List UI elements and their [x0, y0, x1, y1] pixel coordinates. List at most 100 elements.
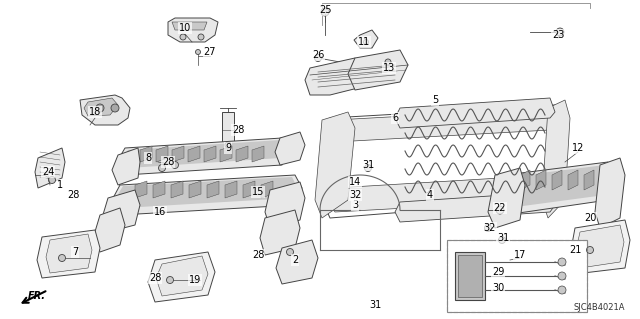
Text: 26: 26 [312, 50, 324, 60]
Polygon shape [172, 146, 184, 162]
Circle shape [166, 277, 173, 284]
Text: 3: 3 [352, 200, 358, 210]
Text: 4: 4 [427, 190, 433, 200]
Polygon shape [84, 98, 118, 116]
Polygon shape [148, 252, 215, 302]
Circle shape [58, 255, 65, 262]
Polygon shape [243, 181, 255, 198]
Text: 16: 16 [154, 207, 166, 217]
Circle shape [365, 165, 371, 172]
Text: SJC4B4021A: SJC4B4021A [573, 303, 625, 312]
Text: 8: 8 [145, 153, 151, 163]
Circle shape [49, 176, 56, 183]
Polygon shape [140, 146, 152, 162]
Circle shape [225, 142, 231, 148]
Circle shape [499, 236, 506, 243]
Text: 7: 7 [72, 247, 78, 257]
Text: 20: 20 [584, 213, 596, 223]
Circle shape [321, 8, 329, 16]
Polygon shape [153, 181, 165, 198]
Polygon shape [207, 181, 219, 198]
Polygon shape [328, 175, 556, 212]
Polygon shape [584, 170, 594, 190]
Polygon shape [102, 190, 140, 232]
Text: 28: 28 [252, 250, 264, 260]
Text: 29: 29 [492, 267, 504, 277]
Circle shape [180, 34, 186, 40]
Text: 19: 19 [189, 275, 201, 285]
Circle shape [586, 247, 593, 254]
Polygon shape [94, 208, 125, 252]
Polygon shape [595, 158, 625, 228]
Text: 28: 28 [232, 125, 244, 135]
Text: 18: 18 [89, 107, 101, 117]
Polygon shape [37, 230, 100, 278]
Text: 28: 28 [162, 157, 174, 167]
Polygon shape [225, 181, 237, 198]
Polygon shape [35, 148, 65, 188]
Bar [447, 240, 587, 312]
Circle shape [558, 286, 566, 294]
Polygon shape [156, 256, 208, 296]
Text: 5: 5 [432, 95, 438, 105]
Circle shape [484, 225, 492, 232]
Bar [455, 252, 485, 300]
Circle shape [111, 104, 119, 112]
Text: 25: 25 [319, 5, 332, 15]
Text: 1: 1 [57, 180, 63, 190]
Polygon shape [536, 170, 546, 190]
Bar [222, 112, 234, 150]
Text: 28: 28 [149, 273, 161, 283]
Circle shape [556, 28, 564, 36]
Polygon shape [395, 98, 555, 128]
Polygon shape [112, 148, 140, 185]
Polygon shape [354, 30, 378, 48]
Polygon shape [171, 181, 183, 198]
Polygon shape [122, 140, 285, 168]
Polygon shape [117, 177, 298, 208]
Polygon shape [542, 100, 570, 218]
Circle shape [314, 55, 321, 62]
Polygon shape [305, 58, 362, 95]
Polygon shape [348, 50, 408, 90]
Text: 2: 2 [292, 255, 298, 265]
Circle shape [198, 34, 204, 40]
Polygon shape [576, 225, 624, 268]
Text: FR.: FR. [28, 291, 46, 301]
Circle shape [364, 40, 369, 44]
Polygon shape [498, 162, 615, 215]
Circle shape [496, 206, 504, 214]
Polygon shape [252, 146, 264, 162]
Text: 14: 14 [349, 177, 361, 187]
Polygon shape [220, 146, 232, 162]
Text: 32: 32 [484, 223, 496, 233]
Polygon shape [275, 132, 305, 165]
Text: 31: 31 [497, 233, 509, 243]
Polygon shape [80, 95, 130, 125]
Text: 31: 31 [362, 160, 374, 170]
Circle shape [558, 272, 566, 280]
Polygon shape [552, 170, 562, 190]
Text: 23: 23 [552, 30, 564, 40]
Text: 17: 17 [514, 250, 526, 260]
Text: 11: 11 [358, 37, 370, 47]
Circle shape [558, 258, 566, 266]
Polygon shape [276, 240, 318, 284]
Polygon shape [172, 22, 207, 30]
Bar [458, 255, 482, 297]
Text: 10: 10 [179, 23, 191, 33]
Polygon shape [520, 170, 530, 190]
Polygon shape [188, 146, 200, 162]
Text: 28: 28 [67, 190, 79, 200]
Text: 31: 31 [369, 300, 381, 310]
Polygon shape [236, 146, 248, 162]
Polygon shape [189, 181, 201, 198]
Polygon shape [112, 175, 302, 215]
Circle shape [96, 104, 104, 112]
Polygon shape [168, 18, 218, 42]
Bar [447, 240, 587, 312]
Polygon shape [488, 168, 525, 228]
Text: 30: 30 [492, 283, 504, 293]
Text: 22: 22 [493, 203, 506, 213]
Circle shape [172, 161, 179, 168]
